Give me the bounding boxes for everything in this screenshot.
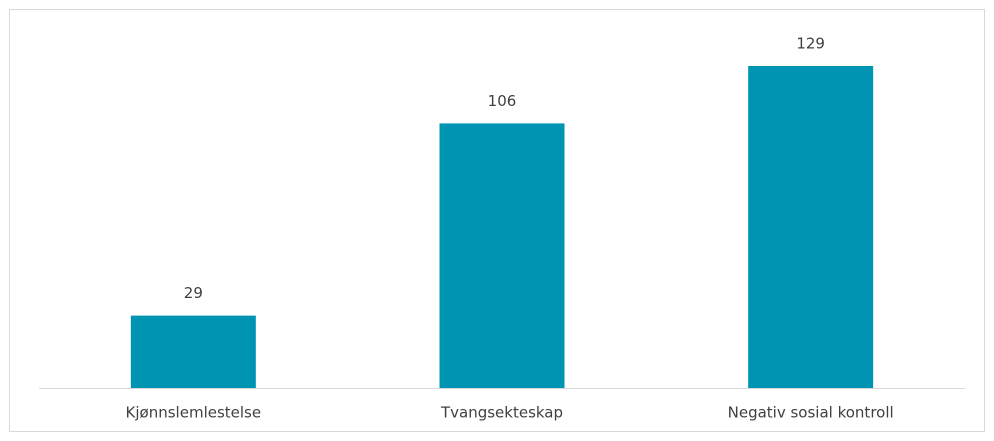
data-label: 106 (488, 92, 517, 110)
bar (439, 123, 565, 388)
bar (748, 66, 874, 388)
data-label: 129 (796, 35, 825, 53)
x-tick-label: Kjønnslemlestelse (126, 404, 262, 422)
bar (130, 315, 256, 388)
data-label: 29 (184, 284, 203, 302)
x-tick-label: Negativ sosial kontroll (728, 404, 894, 422)
x-tick-label: Tvangsekteskap (440, 404, 563, 422)
